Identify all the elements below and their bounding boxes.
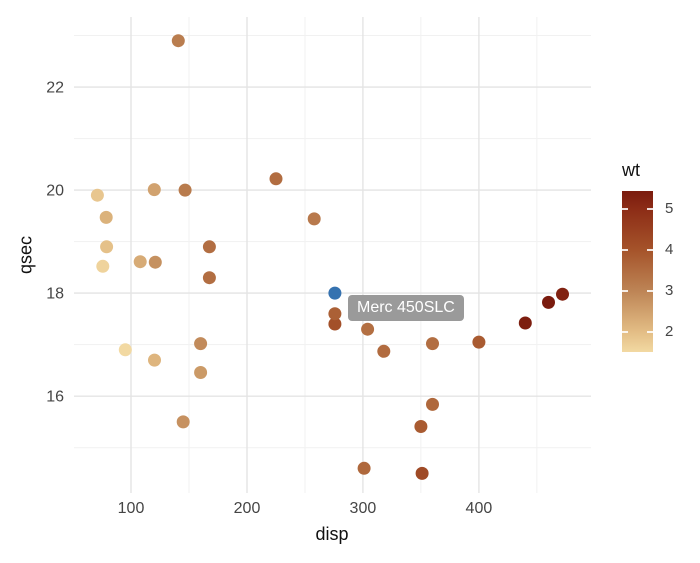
x-tick-label: 100 xyxy=(118,500,145,517)
data-point[interactable] xyxy=(147,183,161,197)
legend-tick-mark xyxy=(622,331,628,333)
legend-tick-mark xyxy=(647,331,653,333)
data-point[interactable] xyxy=(542,295,555,309)
data-point[interactable] xyxy=(133,255,147,269)
data-point[interactable] xyxy=(357,461,371,475)
data-point[interactable] xyxy=(377,344,391,358)
y-tick-label: 16 xyxy=(46,389,64,406)
legend-colorbar xyxy=(622,191,653,352)
data-point[interactable] xyxy=(178,183,192,197)
x-tick-label: 200 xyxy=(234,500,261,517)
data-point[interactable] xyxy=(328,317,342,331)
x-tick-label: 300 xyxy=(350,500,377,517)
legend-tick-mark xyxy=(647,289,653,292)
y-tick-label: 18 xyxy=(46,286,64,303)
y-axis-title: qsec xyxy=(15,235,36,275)
data-point[interactable] xyxy=(414,420,428,433)
y-tick-label: 22 xyxy=(46,80,64,97)
legend-tick-mark xyxy=(622,207,628,210)
tooltip-label: Merc 450SLC xyxy=(357,299,455,316)
y-tick-label: 20 xyxy=(46,183,64,200)
data-point[interactable] xyxy=(556,287,569,301)
data-point[interactable] xyxy=(118,343,132,357)
highlighted-point[interactable] xyxy=(328,286,342,300)
data-point[interactable] xyxy=(328,307,342,321)
legend-tick-mark xyxy=(622,289,628,292)
data-point[interactable] xyxy=(307,212,321,226)
data-point[interactable] xyxy=(90,188,104,202)
x-tick-label: 400 xyxy=(466,500,493,517)
data-point[interactable] xyxy=(269,172,283,186)
data-point[interactable] xyxy=(171,34,185,48)
legend-tick-label: 5 xyxy=(665,199,674,217)
data-point[interactable] xyxy=(472,335,486,349)
data-point[interactable] xyxy=(194,337,208,351)
data-point[interactable] xyxy=(148,255,162,269)
data-point[interactable] xyxy=(361,322,375,336)
x-axis-title: disp xyxy=(315,524,349,544)
legend-tick-mark xyxy=(647,248,653,251)
data-point[interactable] xyxy=(518,316,532,330)
legend-tick-label: 2 xyxy=(665,323,674,340)
data-point[interactable] xyxy=(202,240,216,254)
legend-title: wt xyxy=(622,160,640,180)
data-point[interactable] xyxy=(96,259,110,273)
data-point[interactable] xyxy=(194,366,208,379)
data-point[interactable] xyxy=(426,337,439,351)
hover-tooltip: Merc 450SLC xyxy=(348,295,464,321)
data-point[interactable] xyxy=(148,353,161,367)
legend-tick-label: 3 xyxy=(665,281,674,299)
legend-tick-label: 4 xyxy=(665,240,674,258)
data-point[interactable] xyxy=(176,415,190,429)
data-point[interactable] xyxy=(426,397,439,411)
data-point[interactable] xyxy=(99,210,113,224)
legend-tick-mark xyxy=(647,207,653,210)
data-point[interactable] xyxy=(100,240,114,254)
data-point[interactable] xyxy=(415,466,429,480)
legend-tick-mark xyxy=(622,248,628,251)
data-point[interactable] xyxy=(202,271,216,285)
